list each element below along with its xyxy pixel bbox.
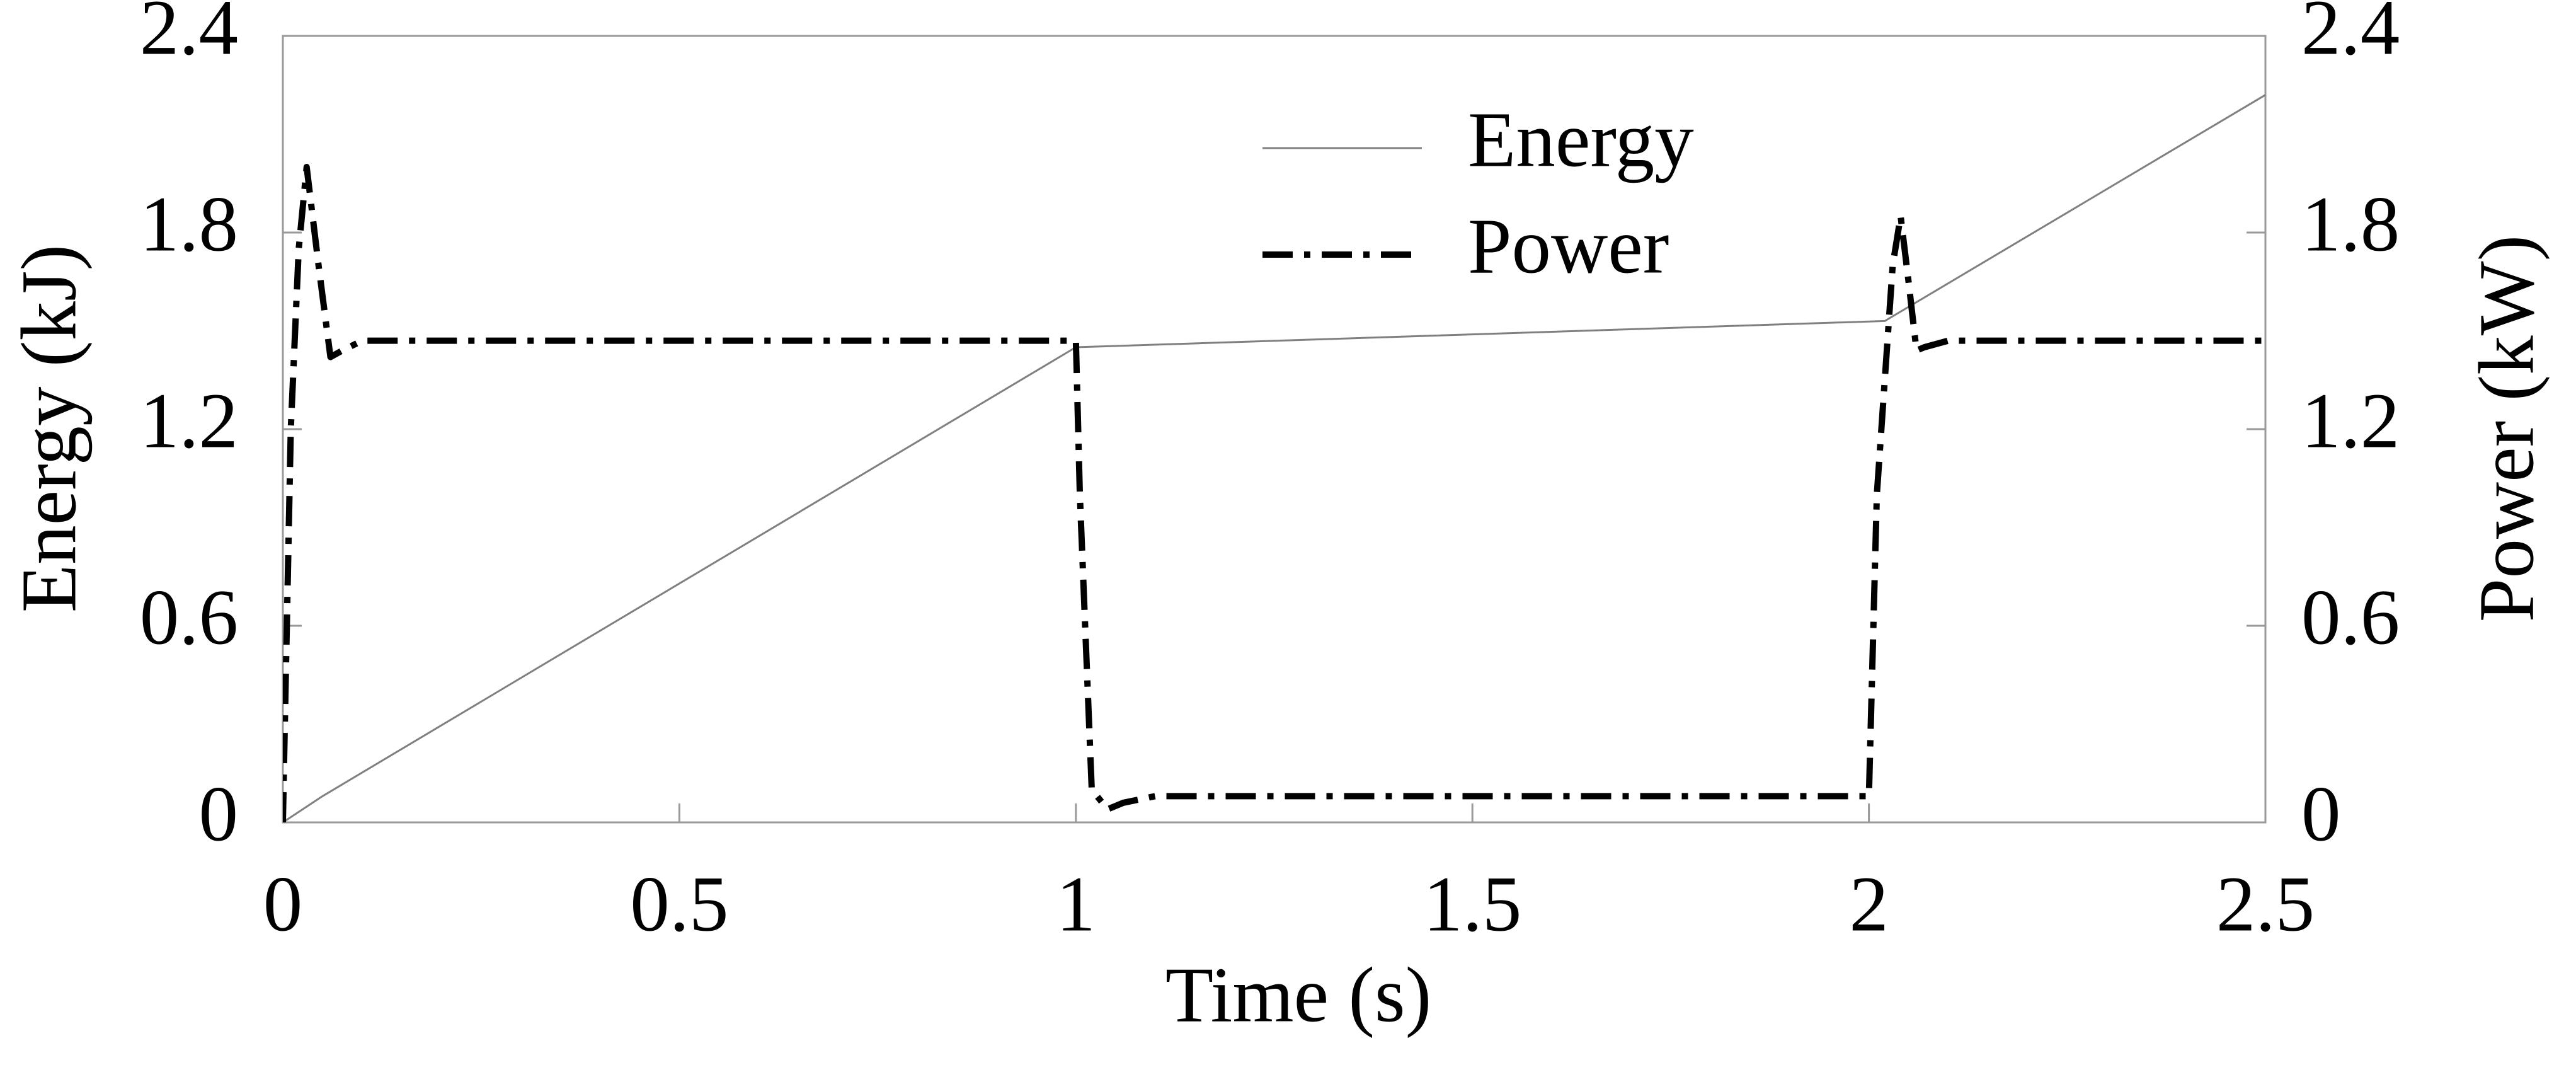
y2-axis-title: Power (kW)	[2464, 235, 2551, 622]
y-tick-label: 1.8	[140, 181, 238, 268]
y-tick-label: 2.4	[140, 0, 238, 72]
y-tick-label: 0	[199, 771, 239, 858]
y2-tick-label: 2.4	[2301, 0, 2400, 72]
x-tick-label: 0	[263, 861, 303, 948]
y-axis-title: Energy (kJ)	[6, 245, 93, 613]
x-tick-label: 1	[1056, 861, 1096, 948]
data-line	[283, 94, 2265, 822]
x-tick-label: 1.5	[1423, 861, 1521, 948]
plot-frame	[282, 35, 2267, 824]
y2-tick-label: 1.8	[2301, 181, 2400, 268]
data-line	[283, 164, 2265, 822]
y-tick-label: 1.2	[140, 378, 238, 465]
legend-label: Power	[1468, 204, 1669, 291]
x-axis-title: Time (s)	[1165, 952, 1432, 1039]
y2-tick-label: 0	[2301, 771, 2341, 858]
legend-label: Energy	[1468, 97, 1694, 184]
x-tick-label: 2	[1849, 861, 1889, 948]
y2-tick-label: 1.2	[2301, 378, 2400, 465]
y-tick-label: 0.6	[140, 575, 238, 662]
y2-tick-label: 0.6	[2301, 575, 2400, 662]
x-tick-label: 0.5	[630, 861, 728, 948]
x-tick-label: 2.5	[2216, 861, 2315, 948]
